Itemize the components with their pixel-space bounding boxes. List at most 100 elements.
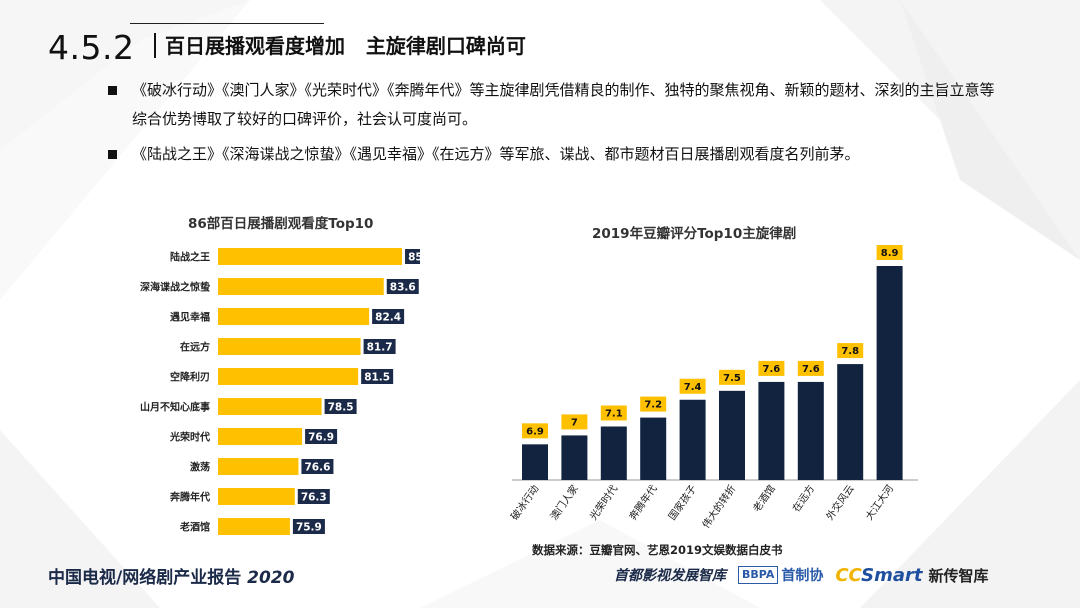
category-label: 深海谍战之惊蛰 [140,281,210,294]
value-label-box [758,360,785,376]
data-label: 7 [571,417,578,428]
value-label-box [797,360,824,376]
bar [218,458,299,475]
data-label: 75.9 [296,522,322,534]
value-label-box [719,369,745,385]
report-year: 2020 [247,568,295,588]
logo-bbpa: BBPA 首制协 [738,565,823,585]
value-label-box [837,343,864,359]
bar [218,308,370,325]
value-label-box [386,279,419,294]
data-label: 76.6 [304,462,330,474]
category-label: 老酒馆 [179,521,210,534]
logo-bbpa-box: BBPA [738,566,779,584]
value-label-box [372,309,405,324]
tick-label: 在远方 [789,482,817,514]
category-label: 陆战之王 [170,251,210,264]
data-label: 76.9 [308,432,334,444]
category-label: 激荡 [190,461,210,474]
douban-score-bar-chart: 6.9 破冰行动 7 澳门人家 7.1 光荣时代 7.2 奔腾年代 7.4 国家孩子 7.5 伟大的转… [508,245,918,531]
data-label: 82.4 [375,312,401,324]
logo-bbpa-text: 首制协 [781,568,824,584]
data-label: 83.6 [390,282,416,294]
value-label-box [640,396,667,412]
bar [561,435,588,480]
bar [837,364,864,480]
value-label-box [301,459,334,474]
data-label: 7.6 [802,364,820,375]
data-label: 81.7 [367,342,393,354]
section-divider [154,33,156,58]
bar [876,266,903,480]
bar [218,248,403,265]
bullet-text: 《破冰行动》《澳门人家》《光荣时代》《奔腾年代》等主旋律剧凭借精良的制作、独特的… [132,81,995,128]
value-label-box [561,414,588,430]
logo-ccsmart: CCSmart 新传智库 [835,565,988,586]
logo-capital-think-tank: 首都影视发展智库 [614,568,726,584]
category-label: 空降利刃 [170,371,210,384]
data-label: 6.9 [526,426,544,437]
bar [218,488,295,505]
bar [522,444,548,480]
bullet-square-icon [108,150,117,159]
bar [758,381,785,480]
bar [679,399,706,480]
bullet-square-icon [108,86,117,95]
data-label: 81.5 [364,372,390,384]
value-label-box [405,249,420,264]
left-chart-title: 86部百日展播剧观看度Top10 [188,216,374,232]
value-label-box [363,339,396,354]
tick-label: 大江大河 [862,482,896,522]
viewership-bar-chart: 陆战之王 85.1 深海谍战之惊蛰 83.6 遇见幸福 82.4 在远方 81.7 空降利刃 81… [140,248,420,535]
report-title-text: 中国电视/网络剧产业报告 [48,568,248,588]
page-title: 百日展播观看度增加 主旋律剧口碑尚可 [165,34,526,58]
bar [218,428,303,445]
tick-label: 破冰行动 [508,482,542,522]
category-label: 在远方 [180,341,210,354]
value-label-box [522,423,548,439]
tick-label: 奔腾年代 [626,482,660,522]
category-label: 遇见幸福 [170,311,210,324]
category-label: 山月不知心底事 [140,401,210,414]
tick-label: 国家孩子 [665,482,699,522]
value-label-box [600,405,627,421]
data-label: 78.5 [328,402,354,414]
logo-ccsmart-text: 新传智库 [928,566,989,585]
data-label: 7.4 [684,382,702,393]
tick-label: 伟大的转折 [699,482,738,530]
section-number: 4.5.2 [48,28,135,67]
bullet-text: 《陆战之王》《深海谍战之惊蛰》《遇见幸福》《在远方》等军旅、谍战、都市题材百日展… [132,145,860,163]
bar [797,381,824,480]
bullet-list: 《破冰行动》《澳门人家》《光荣时代》《奔腾年代》等主旋律剧凭借精良的制作、独特的… [108,76,1008,175]
value-label-box [876,245,903,260]
data-label: 7.6 [763,364,781,375]
bar [600,426,627,480]
value-label-box [305,429,338,444]
data-label: 76.3 [301,492,327,504]
tick-label: 光荣时代 [587,482,621,522]
bullet-item: 《陆战之王》《深海谍战之惊蛰》《遇见幸福》《在远方》等军旅、谍战、都市题材百日展… [108,140,1008,169]
category-label: 光荣时代 [169,431,210,444]
value-label-box [297,489,330,504]
value-label-box [324,399,357,414]
data-label: 8.9 [881,248,899,259]
data-label: 85.1 [408,252,420,264]
tick-label: 澳门人家 [547,482,581,522]
bar [218,338,361,355]
bar [218,398,322,415]
tick-label: 外交风云 [823,482,857,522]
data-label: 7.2 [644,400,662,411]
value-label-box [361,369,394,384]
data-label: 7.5 [723,373,741,384]
header-rule [130,23,324,24]
report-title: 中国电视/网络剧产业报告 2020 [48,563,294,588]
data-label: 7.8 [841,346,859,357]
bar [218,278,384,295]
tick-label: 老酒馆 [750,482,778,514]
bar [218,368,359,385]
bullet-item: 《破冰行动》《澳门人家》《光荣时代》《奔腾年代》等主旋律剧凭借精良的制作、独特的… [108,76,1008,134]
data-source-note: 数据来源：豆瓣官网、艺恩2019文娱数据白皮书 [532,543,783,557]
right-chart-title: 2019年豆瓣评分Top10主旋律剧 [592,226,797,242]
bar [719,390,745,480]
